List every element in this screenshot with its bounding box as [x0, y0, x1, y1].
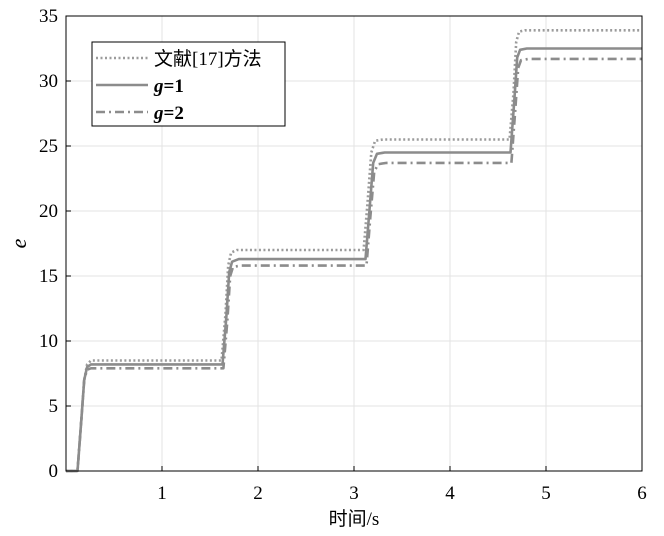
series-line-2 — [66, 47, 642, 473]
y-tick-label: 5 — [49, 396, 59, 417]
legend: 文献[17]方法 g=1 g=2 — [91, 41, 286, 127]
x-tick-label: 2 — [253, 483, 263, 504]
x-tick-label: 5 — [541, 483, 551, 504]
y-tick-label: 25 — [39, 136, 58, 157]
legend-label: 文献[17]方法 — [154, 48, 262, 70]
y-tick-label: 20 — [39, 201, 58, 222]
y-tick-label: 30 — [39, 71, 58, 92]
x-tick-label: 4 — [445, 483, 455, 504]
legend-label: g=2 — [153, 103, 184, 124]
y-axis-label: e — [6, 238, 31, 248]
x-tick-label: 3 — [349, 483, 359, 504]
series-layer — [66, 28, 642, 473]
x-tick-label: 1 — [157, 483, 167, 504]
y-tick-label: 0 — [49, 461, 59, 482]
y-tick-label: 35 — [39, 6, 58, 27]
y-tick-label: 15 — [39, 266, 58, 287]
ticks: 1 2 3 4 5 6 0 5 10 15 20 25 30 35 — [39, 6, 647, 504]
x-tick-label: 6 — [637, 483, 647, 504]
series-line-3 — [66, 57, 642, 473]
y-tick-label: 10 — [39, 331, 58, 352]
x-axis-label: 时间/s — [329, 508, 380, 530]
legend-label: g=1 — [153, 76, 184, 97]
